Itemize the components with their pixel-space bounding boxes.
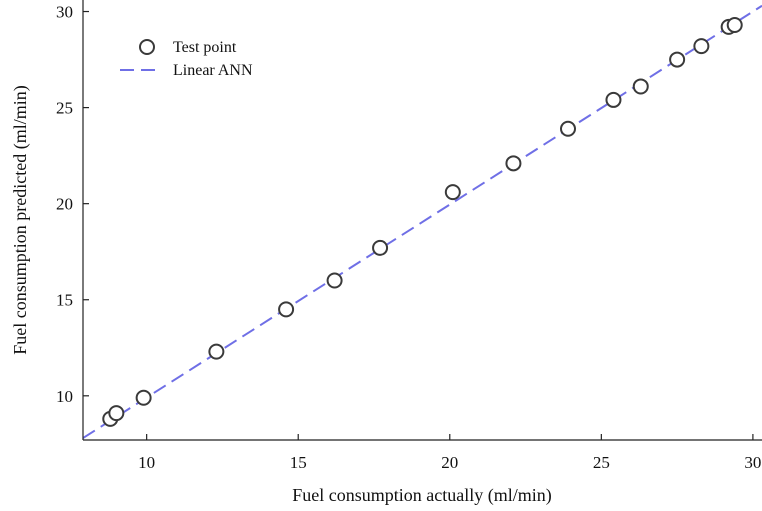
test-point-marker <box>726 16 743 33</box>
y-tick-label: 20 <box>56 195 73 214</box>
x-tick-label: 25 <box>593 453 610 472</box>
x-axis-title: Fuel consumption actually (ml/min) <box>292 485 551 506</box>
y-ticks: 10 15 20 25 30 <box>56 3 89 406</box>
test-point-marker <box>135 389 152 406</box>
y-tick-label: 30 <box>56 3 73 22</box>
y-axis-title: Fuel consumption predicted (ml/min) <box>10 85 31 354</box>
test-point-marker <box>326 272 343 289</box>
x-tick-label: 30 <box>744 453 761 472</box>
test-point-marker <box>693 38 710 55</box>
x-tick-label: 10 <box>138 453 155 472</box>
linear-ann-line <box>82 4 762 439</box>
test-point-marker <box>605 91 622 108</box>
legend-linear-ann-label: Linear ANN <box>173 62 253 79</box>
test-point-marker <box>108 405 125 422</box>
legend-test-point-label: Test point <box>173 39 237 56</box>
test-point-marker <box>505 155 522 172</box>
test-point-marker <box>560 120 576 137</box>
y-tick-label: 25 <box>56 99 73 118</box>
series-layer <box>82 4 762 439</box>
y-tick-label: 10 <box>56 387 73 406</box>
legend-test-point-marker <box>139 39 155 55</box>
test-point-marker <box>632 78 649 95</box>
test-point-marker <box>208 343 225 360</box>
test-point-marker <box>444 184 461 201</box>
y-tick-label: 15 <box>56 291 73 310</box>
test-point-marker <box>372 239 389 256</box>
x-tick-label: 15 <box>290 453 307 472</box>
x-tick-label: 20 <box>441 453 458 472</box>
legend: Test point Linear ANN <box>120 39 253 79</box>
test-point-marker <box>669 51 686 68</box>
test-point-marker <box>278 301 295 318</box>
x-ticks: 10 15 20 25 30 <box>138 434 761 472</box>
